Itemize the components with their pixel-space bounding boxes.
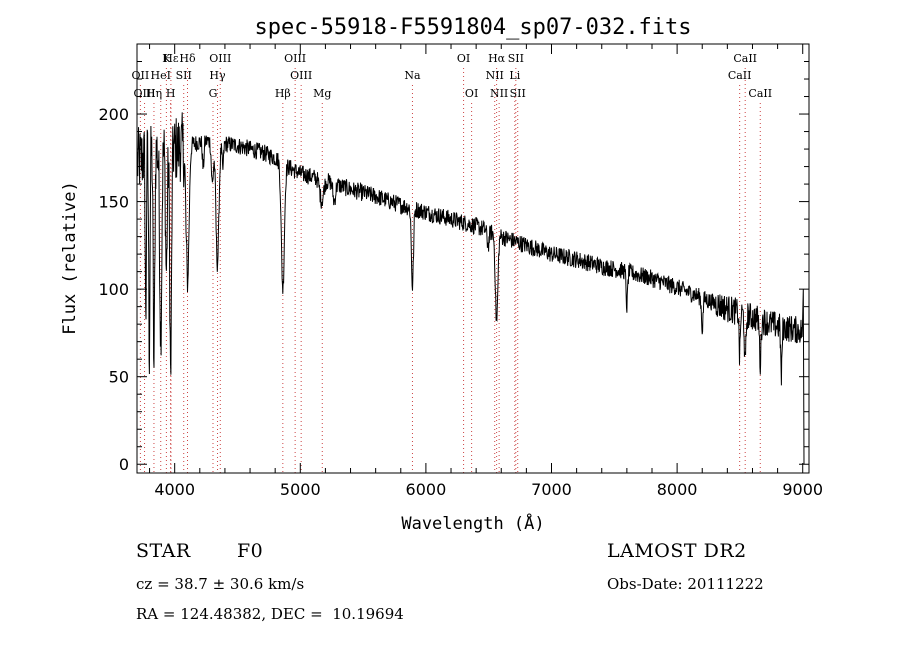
coordinates: RA = 124.48382, DEC = 10.19694: [136, 605, 404, 623]
survey-name: LAMOST DR2: [607, 540, 747, 562]
marker-label: SII: [508, 52, 524, 65]
redshift-readout: cz = 38.7 ± 30.6 km/s: [136, 575, 305, 593]
x-tick-label: 7000: [531, 480, 572, 499]
marker-label: Hβ: [275, 87, 291, 100]
marker-label: OII: [132, 69, 150, 82]
marker-label: NII: [490, 87, 508, 100]
marker-label: Li: [509, 69, 520, 82]
axis-ticks: 4000 5000 6000 7000 8000 9000 0 50 100 150 200: [98, 44, 823, 499]
marker-label: CaII: [748, 87, 772, 100]
x-tick-label: 8000: [657, 480, 698, 499]
marker-label: Hα: [488, 52, 506, 65]
marker-label: CaII: [733, 52, 757, 65]
chart-title: spec-55918-F5591804_sp07-032.fits: [254, 15, 691, 40]
marker-label: OIII: [284, 52, 306, 65]
marker-label: G: [209, 87, 218, 100]
marker-label: Mg: [313, 87, 331, 100]
x-tick-label: 5000: [280, 480, 321, 499]
obs-date: Obs-Date: 20111222: [607, 575, 764, 593]
marker-label: Hε: [163, 52, 179, 65]
marker-label: OIII: [290, 69, 312, 82]
y-axis-label: Flux (relative): [60, 181, 80, 335]
y-tick-label: 50: [109, 368, 129, 387]
marker-label: CaII: [728, 69, 752, 82]
marker-label: Hη: [146, 87, 162, 100]
marker-label: Hδ: [179, 52, 196, 65]
plot-frame: [136, 43, 810, 474]
marker-label: OI: [465, 87, 478, 100]
marker-label: OIII: [209, 52, 231, 65]
marker-label: Hγ: [209, 69, 226, 82]
marker-label: NII: [486, 69, 504, 82]
y-tick-label: 100: [98, 280, 129, 299]
y-tick-label: 150: [98, 193, 129, 212]
y-tick-label: 0: [119, 455, 129, 474]
marker-label: H: [166, 87, 176, 100]
object-subclass: F0: [237, 540, 264, 562]
marker-label: Na: [404, 69, 421, 82]
marker-label: HeI: [151, 69, 171, 82]
marker-label: OI: [457, 52, 470, 65]
x-axis-label: Wavelength (Å): [401, 512, 544, 534]
x-tick-label: 4000: [154, 480, 195, 499]
marker-label: SII: [176, 69, 192, 82]
marker-label: SII: [510, 87, 526, 100]
y-tick-label: 200: [98, 105, 129, 124]
object-type: STAR: [136, 540, 191, 562]
marker-label: K: [162, 52, 171, 65]
spectrum-line: [136, 112, 805, 465]
x-tick-label: 9000: [782, 480, 823, 499]
x-tick-label: 6000: [406, 480, 447, 499]
